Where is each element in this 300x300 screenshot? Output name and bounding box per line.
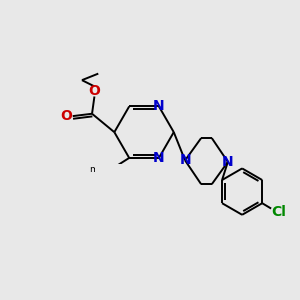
Bar <box>95 164 131 176</box>
Text: N: N <box>222 155 234 169</box>
Text: N: N <box>153 99 165 113</box>
Text: O: O <box>60 109 72 123</box>
Text: Cl: Cl <box>271 205 286 218</box>
Text: methyl: methyl <box>88 165 120 174</box>
Text: O: O <box>88 84 100 98</box>
Text: N: N <box>179 153 191 167</box>
Text: N: N <box>153 151 165 165</box>
